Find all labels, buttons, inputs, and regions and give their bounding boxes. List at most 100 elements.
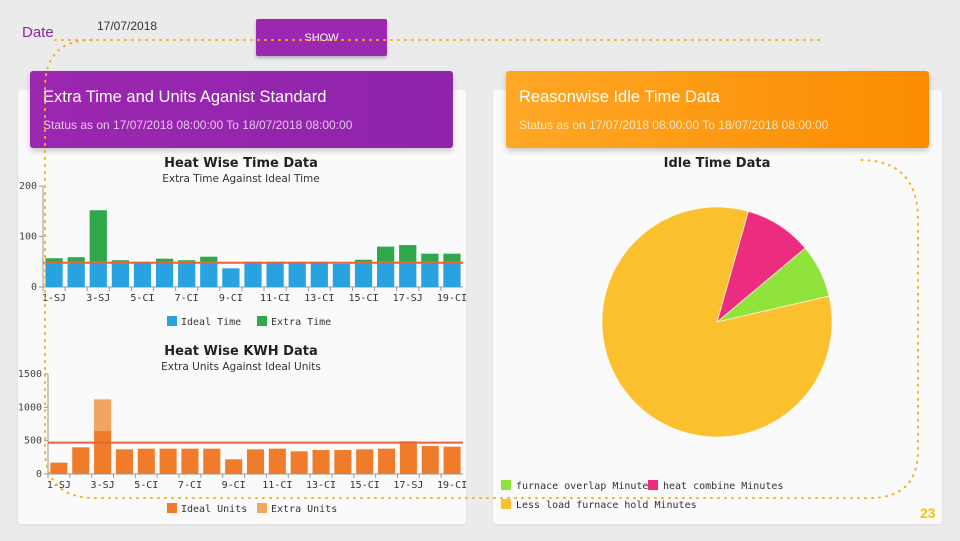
bar-extra	[377, 246, 395, 262]
x-tick-label: 19-CI	[437, 293, 467, 304]
bar-ideal	[378, 448, 396, 474]
y-tick-label: 1000	[18, 402, 42, 413]
bar-ideal	[399, 261, 417, 287]
x-tick-label: 7-CI	[175, 293, 199, 304]
x-tick-label: 9-CI	[222, 480, 246, 491]
x-tick-label: 11-CI	[260, 293, 290, 304]
bar-ideal	[115, 449, 133, 474]
legend-label: Extra Units	[271, 504, 337, 515]
chart-subtitle: Extra Units Against Ideal Units	[161, 361, 321, 373]
chart-title: Heat Wise KWH Data	[164, 344, 317, 359]
bar-ideal	[246, 449, 265, 474]
pie-legend-swatch	[501, 499, 511, 509]
bar-ideal	[399, 441, 417, 474]
bar-ideal	[332, 263, 351, 287]
bar-ideal	[421, 261, 439, 287]
bar-extra	[111, 260, 129, 262]
bar-ideal	[67, 261, 85, 287]
bar-ideal	[334, 450, 352, 474]
bar-extra	[421, 253, 439, 262]
legend-swatch	[257, 503, 267, 513]
bar-ideal	[356, 449, 374, 474]
x-tick-label: 1-SJ	[42, 293, 66, 304]
x-tick-label: 5-CI	[134, 480, 158, 491]
bar-ideal	[377, 261, 395, 287]
bar-ideal	[225, 459, 243, 474]
bar-ideal	[266, 261, 284, 287]
bar-extra	[200, 256, 218, 262]
bar-ideal	[111, 261, 129, 287]
bar-ideal	[159, 448, 177, 474]
bar-ideal	[181, 448, 199, 474]
chart-title: Heat Wise Time Data	[164, 156, 318, 171]
legend-swatch	[257, 316, 267, 326]
x-tick-label: 15-CI	[350, 480, 380, 491]
pie-legend-label: Less load furnace hold Minutes	[516, 500, 697, 511]
y-tick-label: 0	[36, 469, 42, 480]
chart-subtitle: Extra Time Against Ideal Time	[162, 173, 319, 185]
bar-extra	[155, 258, 174, 262]
bar-ideal	[45, 261, 63, 287]
x-tick-label: 11-CI	[262, 480, 292, 491]
pie-legend-label: furnace overlap Minutes	[516, 481, 654, 492]
bar-ideal	[310, 261, 328, 287]
bar-ideal	[268, 448, 286, 474]
bar-ideal	[89, 261, 107, 287]
bar-ideal	[312, 450, 330, 474]
bar-ideal	[290, 451, 308, 474]
bar-extra	[399, 245, 417, 262]
date-label: Date	[22, 24, 54, 41]
bar-ideal	[443, 446, 461, 474]
bar-ideal	[133, 261, 152, 287]
x-tick-label: 9-CI	[219, 293, 243, 304]
bar-ideal	[94, 430, 112, 474]
y-tick-label: 1500	[18, 369, 42, 380]
bar-ideal	[203, 448, 221, 474]
x-tick-label: 5-CI	[130, 293, 154, 304]
x-tick-label: 13-CI	[304, 293, 334, 304]
x-tick-label: 1-SJ	[47, 480, 71, 491]
x-tick-label: 3-SJ	[91, 480, 115, 491]
bar-extra	[354, 259, 373, 262]
bar-extra	[67, 257, 85, 262]
pie-title: Idle Time Data	[664, 156, 771, 171]
bar-ideal	[178, 261, 196, 287]
pie-legend-swatch	[501, 480, 511, 490]
bar-extra	[94, 399, 112, 431]
bar-ideal	[222, 268, 240, 287]
legend-label: Ideal Time	[181, 317, 241, 328]
x-tick-label: 17-SJ	[393, 480, 423, 491]
bar-extra	[443, 253, 461, 262]
bar-extra	[178, 260, 196, 262]
y-tick-label: 0	[31, 282, 37, 293]
y-tick-label: 500	[24, 436, 42, 447]
bar-ideal	[50, 462, 68, 474]
y-tick-label: 100	[19, 232, 37, 243]
bar-extra	[45, 258, 63, 262]
pie-legend-label: heat combine Minutes	[663, 481, 783, 492]
x-tick-label: 3-SJ	[86, 293, 110, 304]
bar-ideal	[155, 261, 174, 287]
bar-ideal	[137, 448, 155, 474]
bar-ideal	[200, 261, 218, 287]
y-tick-label: 200	[19, 181, 37, 192]
legend-label: Ideal Units	[181, 504, 247, 515]
pie-legend-swatch	[648, 480, 658, 490]
bar-ideal	[443, 261, 461, 287]
x-tick-label: 13-CI	[306, 480, 336, 491]
legend-swatch	[167, 316, 177, 326]
bar-ideal	[421, 446, 439, 474]
legend-label: Extra Time	[271, 317, 331, 328]
bar-ideal	[244, 261, 262, 287]
x-tick-label: 19-CI	[437, 480, 467, 491]
bar-ideal	[354, 261, 373, 287]
bar-ideal	[288, 261, 306, 287]
legend-swatch	[167, 503, 177, 513]
date-input[interactable]: 17/07/2018	[97, 19, 158, 33]
bar-ideal	[72, 447, 90, 474]
x-tick-label: 7-CI	[178, 480, 202, 491]
page-number: 23	[920, 505, 936, 521]
x-tick-label: 15-CI	[348, 293, 378, 304]
bar-extra	[89, 210, 107, 262]
